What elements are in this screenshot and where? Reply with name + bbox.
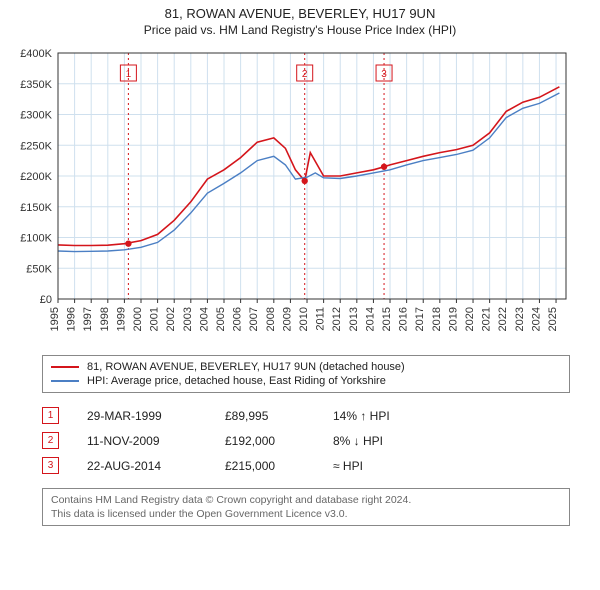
chart-title-address: 81, ROWAN AVENUE, BEVERLEY, HU17 9UN: [0, 6, 600, 21]
svg-text:2007: 2007: [248, 307, 260, 331]
svg-text:1996: 1996: [66, 307, 78, 331]
chart-container: 81, ROWAN AVENUE, BEVERLEY, HU17 9UN Pri…: [0, 0, 600, 526]
svg-text:2023: 2023: [514, 307, 526, 331]
chart: £0 £50K £100K £150K £200K £250K £300K £350K £400…: [10, 47, 590, 347]
series-line: [58, 93, 559, 252]
svg-text:1998: 1998: [99, 307, 111, 331]
svg-text:2006: 2006: [232, 307, 244, 331]
svg-text:2004: 2004: [198, 307, 210, 331]
svg-text:2000: 2000: [132, 307, 144, 331]
svg-text:2005: 2005: [215, 307, 227, 331]
svg-text:2003: 2003: [182, 307, 194, 331]
sale-price: £192,000: [225, 434, 305, 448]
svg-text:£50K: £50K: [26, 263, 52, 275]
sales-table: 1 29-MAR-1999 £89,995 14% ↑ HPI 2 11-NOV-2009…: [42, 403, 570, 478]
series-line: [58, 87, 559, 246]
sale-date: 11-NOV-2009: [87, 434, 197, 448]
svg-text:£350K: £350K: [20, 79, 52, 91]
svg-text:1: 1: [126, 69, 132, 80]
svg-text:1995: 1995: [49, 307, 61, 331]
legend: 81, ROWAN AVENUE, BEVERLEY, HU17 9UN (de…: [42, 355, 570, 393]
svg-text:2002: 2002: [165, 307, 177, 331]
svg-text:1997: 1997: [82, 307, 94, 331]
legend-row: HPI: Average price, detached house, East…: [51, 374, 561, 388]
svg-text:£400K: £400K: [20, 48, 52, 60]
legend-label: 81, ROWAN AVENUE, BEVERLEY, HU17 9UN (de…: [87, 361, 405, 373]
svg-text:2017: 2017: [414, 307, 426, 331]
svg-text:2012: 2012: [331, 307, 343, 331]
svg-text:2013: 2013: [348, 307, 360, 331]
sale-badge: 2: [42, 432, 59, 449]
svg-text:2001: 2001: [149, 307, 161, 331]
legend-row: 81, ROWAN AVENUE, BEVERLEY, HU17 9UN (de…: [51, 360, 561, 374]
svg-text:2016: 2016: [398, 307, 410, 331]
sale-row: 2 11-NOV-2009 £192,000 8% ↓ HPI: [42, 428, 570, 453]
sale-date: 29-MAR-1999: [87, 409, 197, 423]
sale-price: £89,995: [225, 409, 305, 423]
svg-text:£0: £0: [40, 294, 52, 306]
sale-price: £215,000: [225, 459, 305, 473]
svg-text:2021: 2021: [481, 307, 493, 331]
svg-text:£100K: £100K: [20, 233, 52, 245]
sale-badge: 3: [42, 457, 59, 474]
legend-swatch: [51, 366, 79, 368]
chart-title-subtitle: Price paid vs. HM Land Registry's House …: [0, 23, 600, 37]
footer-line1: Contains HM Land Registry data © Crown c…: [51, 493, 561, 507]
sale-date: 22-AUG-2014: [87, 459, 197, 473]
svg-text:2022: 2022: [497, 307, 509, 331]
sale-hpi-delta: 8% ↓ HPI: [333, 434, 423, 448]
line-chart-svg: £0 £50K £100K £150K £200K £250K £300K £350K £400…: [10, 47, 570, 347]
svg-text:2015: 2015: [381, 307, 393, 331]
svg-text:£150K: £150K: [20, 202, 52, 214]
sale-hpi-delta: ≈ HPI: [333, 459, 423, 473]
svg-text:£200K: £200K: [20, 171, 52, 183]
legend-label: HPI: Average price, detached house, East…: [87, 375, 386, 387]
svg-text:2024: 2024: [530, 307, 542, 331]
license-footer: Contains HM Land Registry data © Crown c…: [42, 488, 570, 526]
svg-text:2: 2: [302, 69, 308, 80]
footer-line2: This data is licensed under the Open Gov…: [51, 507, 561, 521]
sale-row: 3 22-AUG-2014 £215,000 ≈ HPI: [42, 453, 570, 478]
svg-text:2019: 2019: [447, 307, 459, 331]
sale-hpi-delta: 14% ↑ HPI: [333, 409, 423, 423]
sale-row: 1 29-MAR-1999 £89,995 14% ↑ HPI: [42, 403, 570, 428]
svg-text:3: 3: [381, 69, 387, 80]
svg-text:2020: 2020: [464, 307, 476, 331]
svg-text:2014: 2014: [364, 307, 376, 331]
svg-text:2011: 2011: [315, 307, 327, 331]
title-block: 81, ROWAN AVENUE, BEVERLEY, HU17 9UN Pri…: [0, 0, 600, 41]
svg-text:2009: 2009: [281, 307, 293, 331]
svg-text:1999: 1999: [115, 307, 127, 331]
svg-text:2018: 2018: [431, 307, 443, 331]
svg-text:2008: 2008: [265, 307, 277, 331]
svg-text:£300K: £300K: [20, 110, 52, 122]
svg-text:£250K: £250K: [20, 140, 52, 152]
svg-text:2010: 2010: [298, 307, 310, 331]
legend-swatch: [51, 380, 79, 382]
sale-badge: 1: [42, 407, 59, 424]
svg-text:2025: 2025: [547, 307, 559, 331]
